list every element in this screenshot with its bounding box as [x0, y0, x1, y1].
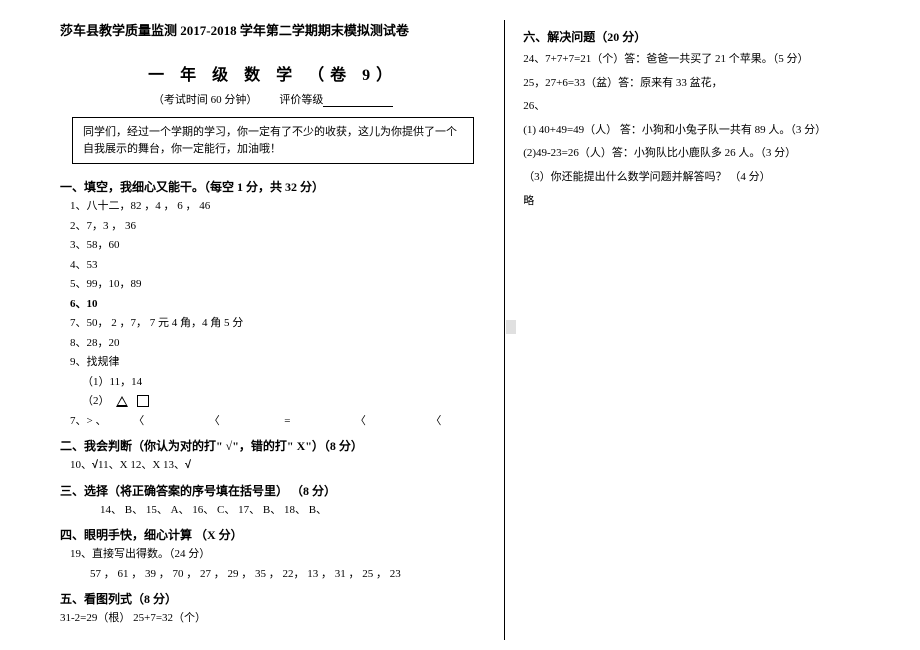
q1: 1、八十二，82 ，4 ， 6 ， 46 [70, 198, 486, 215]
check-icon-2: √ [185, 459, 191, 471]
s2-a: 10、 [70, 459, 92, 471]
compare-prefix: 7、> 、 [70, 415, 106, 427]
q9-1: （1）11，14 [82, 374, 486, 391]
q9-2: （2） [82, 393, 486, 410]
square-shape-icon [137, 395, 149, 407]
section-2-head: 二、我会判断（你认为对的打" √"，错的打" X"）（8 分） [60, 437, 486, 454]
q5: 5、99，10，89 [70, 276, 486, 293]
compare-ops: 〈 〈 = 〈 〈 [133, 415, 453, 427]
section-1-head: 一、填空，我细心又能干。（每空 1 分，共 32 分） [60, 178, 486, 195]
grade-blank [323, 106, 393, 107]
s6-q26: 26、 [523, 98, 880, 116]
right-column: 六、解决问题（20 分） 24、7+7+7=21（个）答：爸爸一共买了 21 个… [504, 20, 880, 640]
encouragement-box: 同学们，经过一个学期的学习，你一定有了不少的收获，这儿为你提供了一个自我展示的舞… [72, 117, 474, 164]
q3: 3、58，60 [70, 237, 486, 254]
s5-answers: 31-2=29（根） 25+7=32（个） [60, 610, 486, 627]
s6-q26-3: （3）你还能提出什么数学问题并解答吗？ （4 分） [523, 169, 880, 187]
q8: 8、28，20 [70, 335, 486, 352]
s4-sub: 19、直接写出得数。（24 分） [70, 546, 486, 563]
subtitle: 一 年 级 数 学 （卷 9） [60, 61, 486, 85]
s6-q24: 24、7+7+7=21（个）答：爸爸一共买了 21 个苹果。（5 分） [523, 51, 880, 69]
q7b-compare: 7、> 、 〈 〈 = 〈 〈 [70, 413, 486, 430]
section-3-head: 三、选择（将正确答案的序号填在括号里） （8 分） [60, 482, 486, 499]
s4-answers: 57 ， 61 ， 39 ， 70 ， 27 ， 29 ， 35 ， 22， 1… [90, 566, 486, 583]
exam-page: 莎车县教学质量监测 2017-2018 学年第二学期期末模拟测试卷 一 年 级 … [0, 0, 920, 650]
q6: 6、10 [70, 296, 486, 313]
section-4-head: 四、眼明手快，细心计算 （X 分） [60, 526, 486, 543]
s6-q26-2: (2)49-23=26（人）答：小狗队比小鹿队多 26 人。（3 分） [523, 145, 880, 163]
meta-line: （考试时间 60 分钟） 评价等级 [60, 91, 486, 107]
s2-c: 11、X 12、X 13、 [98, 459, 185, 471]
s2-answers: 10、√11、X 12、X 13、√ [70, 457, 486, 474]
main-title: 莎车县教学质量监测 2017-2018 学年第二学期期末模拟测试卷 [60, 20, 486, 39]
q7: 7、50， 2 ，7， 7 元 4 角，4 角 5 分 [70, 315, 486, 332]
q9: 9、找规律 [70, 354, 486, 371]
left-column: 莎车县教学质量监测 2017-2018 学年第二学期期末模拟测试卷 一 年 级 … [60, 20, 504, 640]
s6-omit: 略 [523, 193, 880, 211]
q4: 4、53 [70, 257, 486, 274]
exam-time: （考试时间 60 分钟） [153, 94, 258, 106]
triangle-shape-icon [116, 396, 128, 407]
section-5-head: 五、看图列式（8 分） [60, 590, 486, 607]
q9-2-label: （2） [82, 395, 110, 407]
s6-q26-1: (1) 40+49=49（人） 答：小狗和小兔子队一共有 89 人。（3 分） [523, 122, 880, 140]
q2: 2、7，3 ， 36 [70, 218, 486, 235]
grade-label: 评价等级 [279, 94, 323, 106]
s6-q25: 25，27+6=33（盆）答：原来有 33 盆花， [523, 75, 880, 93]
s3-answers: 14、 B、 15、 A、 16、 C、 17、 B、 18、 B、 [100, 502, 486, 519]
section-6-head: 六、解决问题（20 分） [523, 28, 880, 45]
